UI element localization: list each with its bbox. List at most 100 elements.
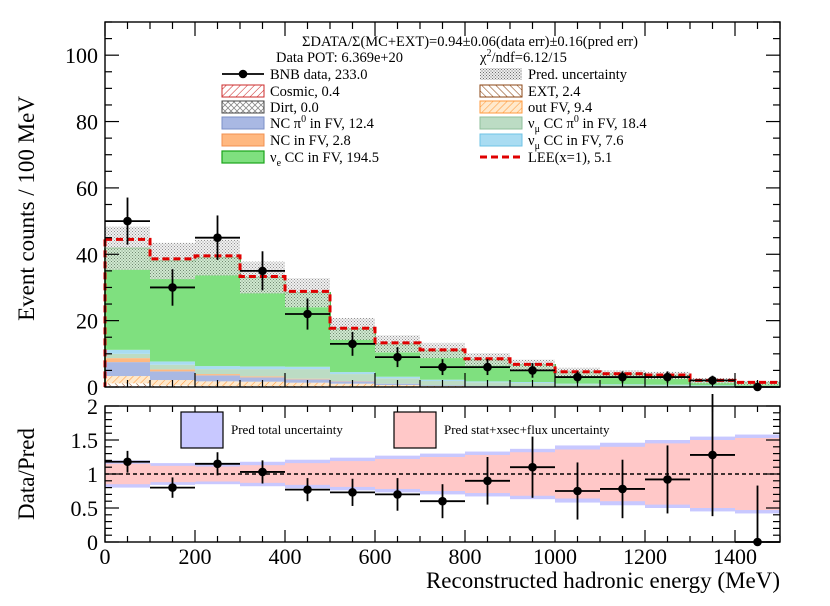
data-point — [213, 233, 222, 242]
data-point — [573, 372, 582, 382]
legend-label: LEE(x=1), 5.1 — [528, 150, 612, 166]
ratio-point — [168, 483, 177, 492]
legend-label: νe CC in FV, 194.5 — [270, 150, 379, 169]
legend-label-subscript: e — [277, 158, 282, 169]
ratio-y-axis-label: Data/Pred — [14, 428, 39, 520]
main-legend: BNB data, 233.0 Pred. uncertainty Cosmic, … — [221, 67, 648, 169]
ratio-point — [618, 484, 627, 494]
stack-bar — [105, 349, 150, 354]
legend-entry-data: BNB data, 233.0 — [222, 67, 367, 83]
stack-bar — [375, 376, 420, 379]
legend-label-nu: ν — [270, 150, 277, 166]
legend-entry-numucc: νμ CC in FV, 7.6 — [479, 133, 623, 152]
stack-bar — [195, 369, 240, 375]
chi2-value: /ndf=6.12/15 — [491, 50, 566, 66]
legend-label: Pred. uncertainty — [528, 67, 628, 83]
legend-label-text: CC in FV, 194.5 — [281, 150, 379, 166]
stack-bar — [105, 358, 150, 363]
ratio-point — [438, 496, 447, 506]
legend-label: EXT, 2.4 — [528, 84, 581, 100]
main-y-tick-label: 0 — [87, 375, 98, 400]
stack-bar — [240, 366, 285, 370]
stack-bar — [150, 371, 195, 381]
legend-dirt-swatch — [221, 100, 265, 114]
legend-entry-ncpi0: NC π0 in FV, 12.4 — [221, 114, 375, 132]
ratio-legend: Pred total uncertainty Pred stat+xsec+flu… — [180, 411, 610, 449]
chi2-superscript: 2 — [486, 48, 491, 59]
data-point — [663, 372, 672, 382]
ratio-point — [303, 485, 312, 494]
ratio-x-tick-label: 0 — [100, 544, 111, 569]
main-y-tick-label: 40 — [76, 242, 98, 267]
ratio-point — [393, 490, 402, 499]
ratio-legend-swatch — [393, 411, 437, 449]
data-point — [528, 366, 537, 375]
ratio-y-tick-label: 0.5 — [71, 496, 99, 521]
ratio-legend-label: Pred stat+xsec+flux uncertainty — [444, 422, 610, 437]
legend-nc-swatch — [221, 133, 265, 147]
data-point — [438, 362, 447, 372]
legend-data-marker — [238, 69, 248, 79]
ratio-legend-label: Pred total uncertainty — [231, 422, 343, 437]
ratio-y-tick-label: 2 — [87, 394, 98, 419]
ratio-point — [258, 467, 267, 477]
stack-bar — [150, 361, 195, 365]
legend-label: out FV, 9.4 — [528, 100, 593, 116]
legend-label-nu: ν — [528, 133, 535, 149]
ratio-x-tick-label: 1400 — [713, 544, 757, 569]
legend-entry-dirt: Dirt, 0.0 — [221, 100, 319, 116]
stack-bar — [195, 374, 240, 376]
legend-label-text: in FV, 12.4 — [306, 116, 375, 132]
legend-nuecc-swatch — [221, 150, 265, 164]
ratio-x-tick-label: 1200 — [623, 544, 667, 569]
main-y-tick-label: 100 — [65, 43, 98, 68]
legend-label: NC π0 in FV, 12.4 — [270, 114, 375, 132]
stack-bar — [285, 378, 330, 380]
ratio-point — [663, 475, 672, 484]
ratio-panel: 00.511.52 0 200 400 600 800 1000 1200 1400 Data… — [14, 394, 781, 593]
ratio-point — [483, 476, 492, 486]
stack-bar — [195, 257, 240, 367]
x-axis-label: Reconstructed hadronic energy (MeV) — [426, 568, 780, 593]
chi2-symbol: χ — [479, 50, 487, 66]
summary-ratio-text: ΣDATA/Σ(MC+EXT)=0.94±0.06(data err)±0.16… — [302, 34, 638, 50]
legend-entry-nuecc: νe CC in FV, 194.5 — [221, 150, 379, 169]
ratio-point — [348, 488, 357, 497]
data-point — [303, 309, 312, 319]
stack-bar — [240, 377, 285, 382]
legend-label: BNB data, 233.0 — [270, 67, 367, 83]
legend-ext-swatch — [479, 84, 523, 98]
legend-numupi0-swatch — [479, 116, 523, 130]
ratio-x-tick-label: 600 — [359, 544, 392, 569]
ratio-x-tick-label: 200 — [179, 544, 212, 569]
data-pot-text: Data POT: 6.369e+20 — [276, 50, 403, 66]
data-point — [258, 266, 267, 276]
ratio-y-axis: 0 0.5 1 1.5 2 — [71, 394, 780, 555]
legend-entry-ext: EXT, 2.4 — [479, 84, 581, 100]
stack-bar — [150, 364, 195, 370]
legend-entry-pred_unc: Pred. uncertainty — [480, 67, 628, 83]
legend-label-subscript: μ — [535, 141, 540, 152]
data-point — [168, 283, 177, 292]
legend-unc-swatch — [480, 68, 522, 80]
ratio-y-tick-label: 0 — [87, 530, 98, 555]
data-points — [105, 197, 780, 392]
ratio-point — [213, 459, 222, 469]
lee-step — [105, 237, 780, 384]
ratio-y-tick-label: 1 — [87, 462, 98, 487]
ratio-x-tick-label: 400 — [269, 544, 302, 569]
legend-ncpi0-swatch — [221, 116, 265, 130]
ratio-y-tick-label: 1.5 — [71, 428, 99, 453]
main-y-tick-label: 60 — [76, 176, 98, 201]
ratio-legend-entry-total: Pred total uncertainty — [180, 411, 343, 449]
stack-bar — [195, 366, 240, 370]
stack-bar — [285, 366, 330, 370]
legend-label: NC in FV, 2.8 — [270, 133, 351, 149]
ratio-point — [123, 457, 132, 467]
legend-label-text: in FV, 18.4 — [579, 116, 648, 132]
stack-bar — [240, 369, 285, 377]
main-y-axis-label: Event counts / 100 MeV — [14, 96, 39, 321]
